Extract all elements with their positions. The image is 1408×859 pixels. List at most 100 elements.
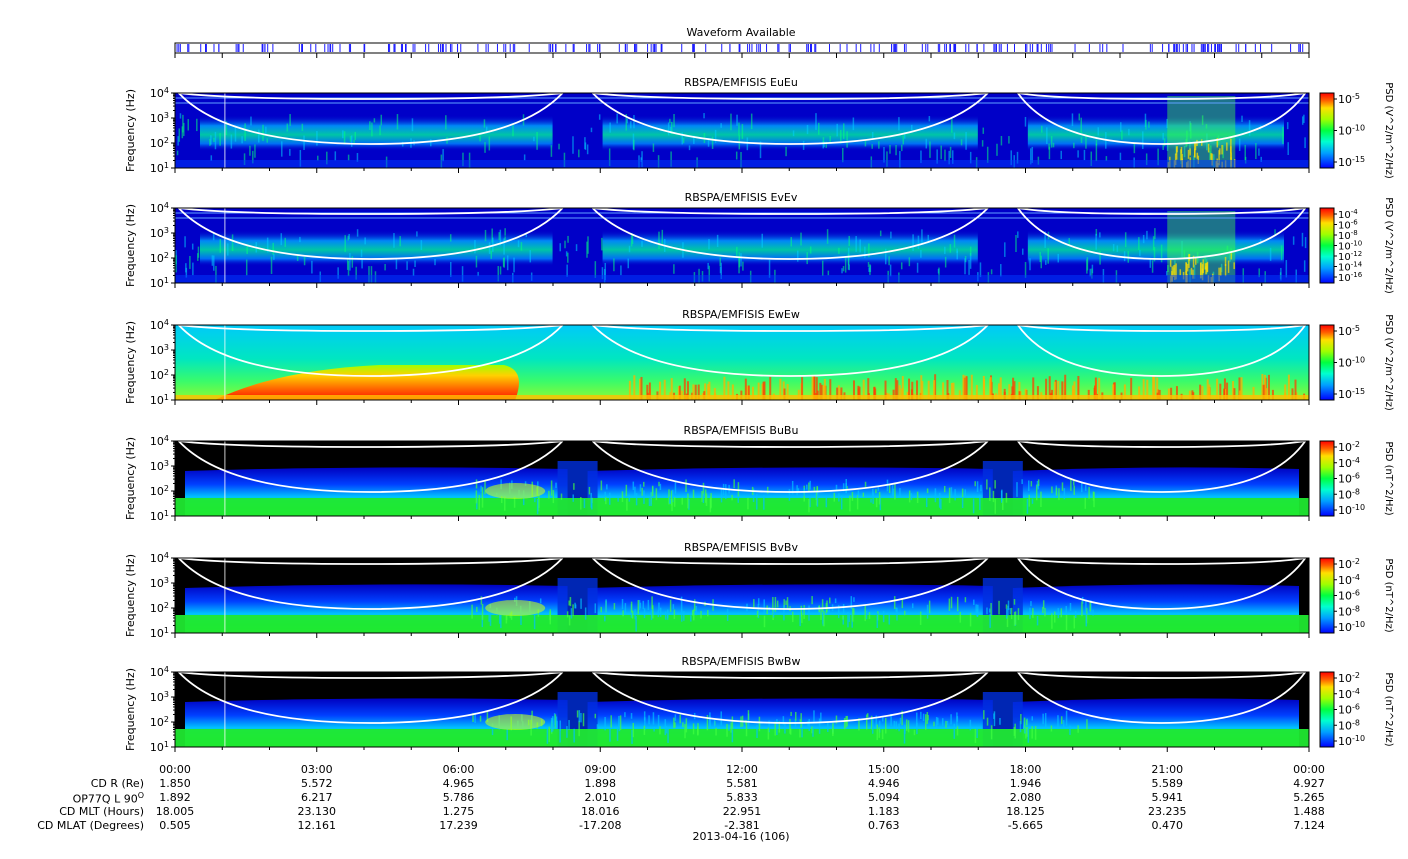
chorus-streak (864, 481, 867, 488)
chorus-streak (1001, 498, 1004, 511)
emission-streak (1205, 266, 1207, 275)
chorus-streak (1081, 481, 1083, 493)
ew-spike (1130, 377, 1133, 400)
emission-streak (1229, 251, 1231, 262)
emission-streak (490, 250, 493, 259)
emission-streak (1222, 145, 1224, 159)
chorus-streak (476, 498, 478, 510)
chorus-streak (961, 497, 964, 508)
emission-streak (575, 244, 578, 252)
emission-streak (968, 259, 970, 275)
emission-streak (925, 138, 928, 149)
chorus-streak (731, 716, 734, 729)
emission-streak (829, 135, 831, 143)
chorus-streak (974, 728, 977, 743)
emission-streak (356, 229, 359, 237)
chorus-streak (1055, 487, 1058, 496)
chorus-streak (1072, 479, 1075, 486)
upper-cyclotron-curve (178, 93, 1306, 100)
emission-streak (1139, 249, 1141, 257)
ew-spike (1206, 379, 1209, 400)
chorus-streak (888, 613, 891, 625)
emission-streak (227, 243, 229, 256)
emission-streak (1200, 262, 1202, 276)
chorus-streak (692, 723, 695, 735)
ew-spike (697, 384, 700, 400)
ew-spike (1199, 384, 1202, 400)
chorus-streak (604, 716, 606, 731)
emission-streak (707, 262, 709, 270)
ew-spike (1087, 389, 1090, 400)
chorus-streak (1031, 716, 1034, 721)
chorus-streak (842, 483, 845, 492)
waveform-title: Waveform Available (686, 26, 795, 39)
x-axis-label: 2013-04-16 (106) (692, 830, 789, 843)
emission-streak (192, 262, 194, 276)
ephemeris-value: 5.581 (726, 777, 758, 790)
emission-streak (219, 238, 222, 253)
chorus-streak (702, 493, 705, 503)
ew-spike (640, 376, 643, 400)
ew-spike (862, 379, 865, 400)
chorus-streak (946, 720, 949, 726)
chorus-streak (916, 722, 918, 735)
emission-streak (502, 257, 505, 267)
chorus-streak (789, 718, 791, 734)
y-axis-label: Frequency (Hz) (124, 321, 137, 404)
chorus-streak (1061, 482, 1064, 491)
spectrogram-panel: RBSPA/EMFISIS BvBv 101 102 103 104 Frequency … (124, 541, 1394, 640)
ephemeris-value: -2.381 (724, 819, 760, 832)
chorus-streak (801, 723, 803, 738)
emission-streak (1004, 242, 1006, 257)
chorus-streak (905, 719, 908, 731)
chorus-streak (865, 610, 868, 620)
chorus-streak (624, 712, 626, 718)
emission-streak (846, 131, 848, 148)
emission-streak (785, 146, 787, 157)
emission-streak (903, 132, 906, 139)
chorus-streak (634, 486, 636, 497)
chorus-streak (809, 480, 811, 490)
chorus-streak (475, 490, 478, 504)
emission-streak (912, 234, 914, 251)
colorbar-label: PSD (V^2/m^2/Hz) (1383, 197, 1394, 294)
chorus-streak (898, 723, 900, 732)
chorus-streak (871, 718, 874, 734)
chorus-streak (758, 716, 761, 732)
emission-streak (884, 248, 887, 265)
chorus-streak (818, 718, 821, 734)
chorus-streak (945, 720, 947, 728)
ew-spike (1098, 377, 1101, 400)
emission-streak (296, 254, 299, 261)
colorbar-tick-label: 10-6 (1338, 472, 1360, 486)
chorus-streak (733, 479, 735, 489)
emission-streak (1303, 260, 1306, 272)
y-tick-label: 102 (150, 484, 169, 498)
chorus-streak (881, 729, 884, 740)
y-tick-label: 104 (150, 318, 169, 332)
emission-streak (234, 125, 237, 142)
emission-streak (449, 234, 452, 242)
colorbar-label: PSD (V^2/m^2/Hz) (1383, 314, 1394, 411)
chorus-streak (683, 611, 685, 621)
emission-streak (412, 268, 415, 276)
emission-streak (1048, 146, 1051, 160)
emission-streak (735, 151, 738, 160)
chorus-streak (506, 728, 508, 741)
ephemeris-value: 23.235 (1148, 805, 1187, 818)
emission-streak (848, 235, 850, 246)
low-frequency-band (175, 615, 1309, 633)
chorus-streak (1057, 715, 1059, 729)
chorus-streak (1042, 713, 1044, 725)
y-tick-label: 101 (150, 276, 169, 290)
emission-streak (517, 240, 520, 248)
emission-streak (949, 146, 952, 158)
emission-streak (1185, 262, 1188, 277)
y-axis-label: Frequency (Hz) (124, 668, 137, 751)
spectrogram-panel: RBSPA/EMFISIS EuEu 101 102 103 104 Frequency … (124, 76, 1394, 179)
emission-streak (1163, 138, 1166, 147)
emission-streak (827, 270, 830, 276)
emission-streak (1089, 268, 1092, 277)
chorus-streak (659, 726, 661, 735)
